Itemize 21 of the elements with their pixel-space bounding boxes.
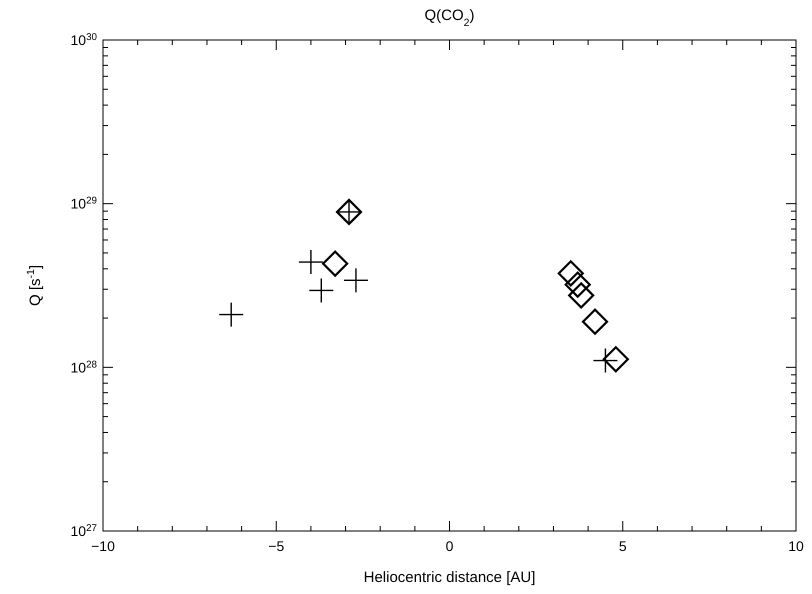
x-tick-label: 0 (446, 538, 454, 554)
x-tick-label: −5 (268, 538, 284, 554)
chart-title: Q(CO$_{2}$) (424, 7, 475, 29)
y-tick-label: 10$^{30}$ (70, 32, 98, 48)
point (564, 272, 591, 298)
point (568, 282, 594, 309)
point (602, 346, 629, 372)
point (219, 302, 244, 327)
x-axis-title: Heliocentric distance [AU] (364, 569, 536, 586)
point (582, 308, 608, 335)
y-tick-label: 10$^{28}$ (70, 358, 98, 376)
point (558, 260, 584, 286)
x-tick-label: 10 (788, 538, 804, 554)
y-tick-label: 10$^{27}$ (70, 522, 97, 539)
x-tick-label: 5 (618, 538, 627, 554)
y-tick-label: 10$^{29}$ (70, 195, 97, 212)
point (309, 278, 334, 302)
point (298, 250, 323, 274)
point (322, 250, 348, 277)
point (344, 268, 368, 292)
x-tick-label: −10 (91, 538, 116, 554)
